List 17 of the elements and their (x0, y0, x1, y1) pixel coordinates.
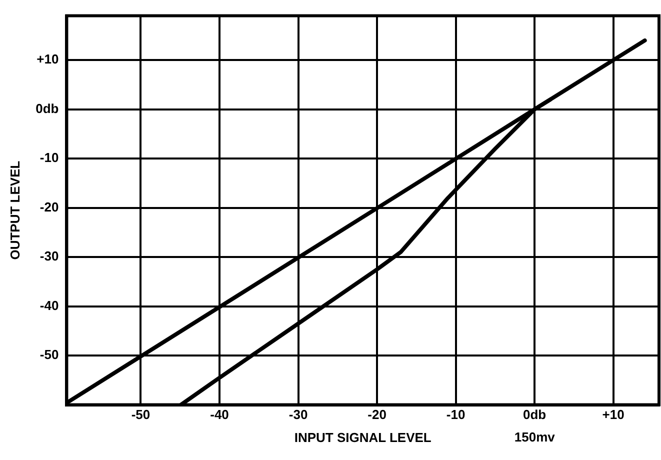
y-axis-title: OUTPUT LEVEL (7, 160, 22, 260)
y-tick-label: -20 (40, 199, 59, 214)
x-tick-label: 0db (522, 407, 546, 422)
y-tick-label: -50 (40, 347, 59, 362)
x-tick-label: -10 (446, 407, 466, 422)
x-axis-title: INPUT SIGNAL LEVEL (294, 430, 432, 445)
y-tick-label: +10 (36, 52, 59, 67)
x-tick-label: -20 (368, 407, 386, 422)
text: 150mv (514, 430, 556, 445)
x-tick-label: +10 (602, 407, 624, 422)
y-tick-label: -30 (40, 248, 59, 264)
x-tick-label: -50 (131, 407, 150, 422)
x-tick-label: -40 (210, 407, 229, 422)
y-tick-label: -40 (40, 298, 59, 313)
x-tick-label: -30 (288, 407, 308, 422)
y-tick-label: -10 (40, 150, 59, 166)
y-tick-label: 0db (36, 100, 59, 116)
